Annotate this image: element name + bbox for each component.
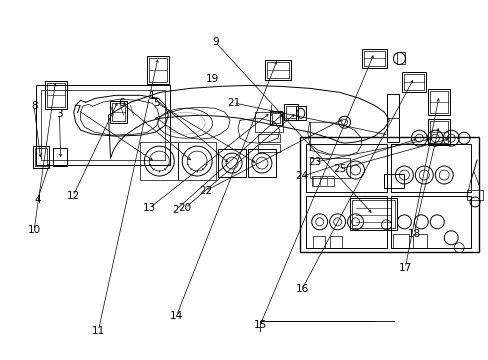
Bar bbox=[386, 94, 399, 142]
Bar bbox=[41, 90, 165, 160]
Bar bbox=[299, 137, 478, 252]
Bar bbox=[111, 103, 125, 121]
Bar bbox=[402, 72, 426, 92]
Bar bbox=[312, 236, 324, 248]
Bar bbox=[427, 89, 449, 115]
Bar bbox=[147, 57, 169, 84]
Bar bbox=[305, 196, 386, 248]
Text: 16: 16 bbox=[295, 284, 308, 294]
Bar bbox=[427, 119, 449, 145]
Bar bbox=[218, 149, 245, 177]
Text: 2: 2 bbox=[172, 206, 178, 216]
Text: 24: 24 bbox=[295, 171, 308, 181]
Text: 4: 4 bbox=[34, 195, 41, 205]
Bar bbox=[309, 158, 349, 178]
Bar bbox=[149, 58, 167, 82]
Bar bbox=[429, 121, 447, 143]
Text: 17: 17 bbox=[398, 263, 411, 273]
Text: 19: 19 bbox=[206, 74, 219, 84]
Bar bbox=[109, 101, 127, 123]
Bar bbox=[33, 146, 49, 168]
Text: 21: 21 bbox=[227, 98, 240, 108]
Bar bbox=[390, 196, 470, 248]
Text: 20: 20 bbox=[178, 203, 191, 213]
Text: 10: 10 bbox=[27, 225, 41, 235]
Bar bbox=[47, 84, 64, 107]
Text: 22: 22 bbox=[199, 186, 212, 196]
Bar bbox=[258, 134, 279, 142]
Bar bbox=[269, 111, 281, 125]
Text: 14: 14 bbox=[169, 311, 183, 321]
Bar bbox=[283, 104, 297, 120]
Bar bbox=[305, 144, 386, 192]
Bar bbox=[254, 112, 282, 132]
Bar bbox=[349, 198, 397, 230]
Bar bbox=[36, 85, 170, 165]
Bar bbox=[404, 75, 424, 90]
Bar bbox=[140, 142, 178, 180]
Bar bbox=[363, 50, 385, 67]
Bar bbox=[258, 144, 279, 152]
Text: 13: 13 bbox=[142, 203, 156, 213]
Bar bbox=[397, 53, 405, 64]
Bar bbox=[271, 113, 279, 123]
Bar bbox=[393, 234, 408, 248]
Text: 6: 6 bbox=[118, 98, 125, 108]
Text: 15: 15 bbox=[253, 320, 266, 330]
Bar bbox=[390, 144, 470, 192]
Text: 9: 9 bbox=[211, 37, 218, 47]
Bar bbox=[178, 142, 216, 180]
Bar bbox=[329, 236, 341, 248]
Text: 25: 25 bbox=[332, 164, 346, 174]
Bar bbox=[45, 81, 66, 109]
Bar bbox=[361, 49, 386, 68]
Bar bbox=[295, 106, 305, 120]
Bar bbox=[466, 190, 482, 200]
Bar bbox=[264, 60, 290, 80]
Text: 3: 3 bbox=[56, 109, 62, 119]
Bar bbox=[35, 148, 47, 166]
Bar bbox=[285, 106, 295, 118]
Text: 5: 5 bbox=[153, 98, 160, 108]
Bar bbox=[247, 149, 275, 177]
Text: 1: 1 bbox=[148, 91, 155, 101]
Text: 12: 12 bbox=[66, 191, 80, 201]
Bar bbox=[266, 62, 288, 78]
Text: 18: 18 bbox=[407, 229, 420, 239]
Bar bbox=[311, 176, 333, 186]
Text: 8: 8 bbox=[31, 102, 37, 112]
Bar bbox=[53, 148, 66, 166]
Bar bbox=[384, 174, 404, 188]
Bar bbox=[429, 91, 447, 113]
Text: 23: 23 bbox=[308, 157, 321, 167]
Bar bbox=[412, 234, 427, 248]
Text: 11: 11 bbox=[92, 325, 105, 336]
Text: 7: 7 bbox=[75, 105, 81, 115]
Bar bbox=[351, 200, 395, 228]
